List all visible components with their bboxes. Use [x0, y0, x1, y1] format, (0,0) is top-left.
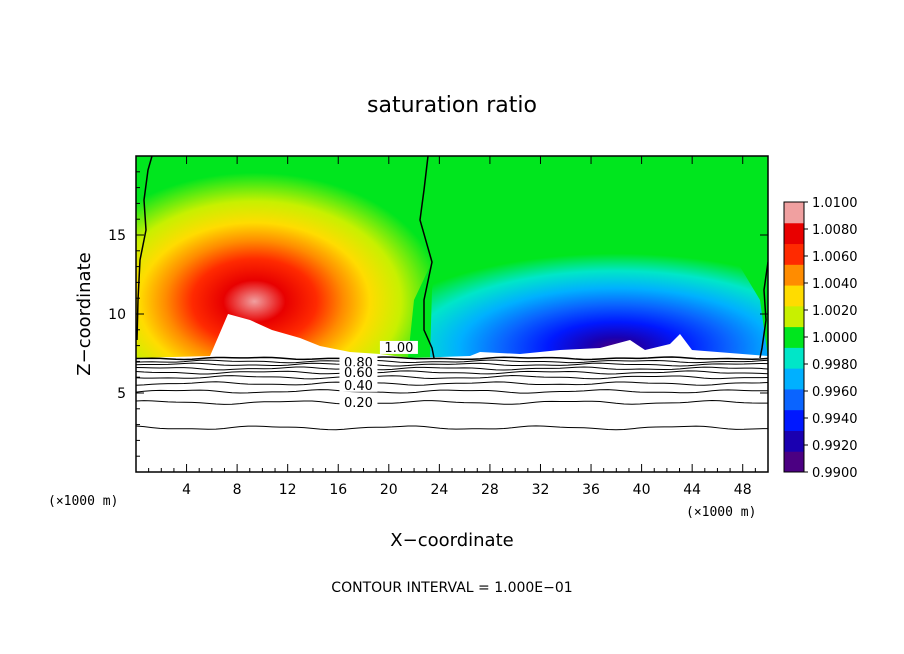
y-axis: 5 10 15 — [108, 171, 768, 457]
contour-label-bg — [339, 366, 378, 380]
contour-interval-note: CONTOUR INTERVAL = 1.000E−01 — [331, 580, 572, 596]
x-unit-label-left: (×1000 m) — [48, 494, 118, 509]
contour-line — [136, 400, 768, 405]
x-tick-label: 36 — [582, 482, 600, 498]
contour-line — [136, 389, 768, 394]
x-tick-label: 44 — [683, 482, 701, 498]
colorbar-band — [784, 222, 804, 245]
colorbar-tick-label: 1.0080 — [812, 223, 858, 238]
x-axis: 4 8 12 16 20 24 28 32 36 40 44 48 — [148, 156, 756, 498]
colorbar-band — [784, 368, 804, 390]
colorbar-band — [784, 347, 804, 369]
colorbar-band — [784, 305, 804, 328]
colorbar-band — [784, 243, 804, 265]
colorbar-tick-label: 1.0000 — [812, 331, 858, 346]
contour-label: 0.20 — [344, 396, 373, 411]
x-tick-label: 24 — [430, 482, 448, 498]
colorbar-tick-label: 0.9960 — [812, 385, 858, 400]
x-tick-label: 4 — [182, 482, 191, 498]
cool-region — [430, 230, 768, 358]
contour-line — [136, 375, 768, 380]
colorbar-band — [784, 264, 804, 286]
x-tick-label: 16 — [329, 482, 347, 498]
warm-region — [136, 156, 432, 358]
colorbar-band — [784, 388, 804, 411]
x-tick-label: 48 — [734, 482, 752, 498]
x-tick-label: 20 — [380, 482, 398, 498]
contour-label: 0.40 — [344, 379, 373, 394]
x-unit-label-right: (×1000 m) — [686, 505, 756, 520]
colorbar-tick-label: 1.0100 — [812, 196, 858, 211]
contour-label: 1.00 — [384, 341, 413, 356]
colorbar-tick-label: 1.0020 — [812, 304, 858, 319]
contour-labels: 1.000.800.600.400.20 — [339, 340, 418, 411]
y-tick-label: 15 — [108, 228, 126, 244]
contour-line — [136, 381, 768, 386]
colorbar-band — [784, 202, 804, 224]
x-tick-label: 40 — [633, 482, 651, 498]
colorbar-tick-label: 0.9900 — [812, 466, 858, 481]
colorbar-band — [784, 409, 804, 431]
field-layer — [136, 156, 768, 472]
undefined-region — [136, 314, 768, 472]
contour-line — [136, 359, 768, 364]
colorbar-tick-label: 0.9980 — [812, 358, 858, 373]
colorbar-tick-label: 1.0060 — [812, 250, 858, 265]
contour-label-bg — [339, 355, 378, 369]
colorbar: 0.9900 0.9920 0.9940 0.9960 0.9980 1.0000 1.00… — [783, 196, 858, 481]
contour-line — [136, 425, 768, 431]
contour-1.00-left — [136, 156, 153, 341]
contour-line — [136, 366, 768, 371]
y-axis-label: Z−coordinate — [74, 252, 95, 375]
contour-label-bg — [379, 340, 418, 354]
colorbar-tick-label: 0.9920 — [812, 439, 858, 454]
contour-label-bg — [339, 378, 378, 392]
x-tick-label: 12 — [279, 482, 297, 498]
contour-label: 0.60 — [344, 366, 373, 381]
x-axis-label: X−coordinate — [390, 530, 513, 551]
colorbar-band — [784, 326, 804, 348]
x-tick-label: 32 — [532, 482, 550, 498]
colorbar-band — [784, 430, 804, 452]
contour-label-bg — [339, 396, 378, 410]
contour-lines — [136, 356, 768, 431]
colorbar-tick-label: 1.0040 — [812, 277, 858, 292]
colorbar-band — [784, 285, 804, 307]
contour-line — [136, 362, 768, 367]
y-tick-label: 5 — [117, 386, 126, 402]
contour-line — [136, 370, 768, 375]
contour-1.00-right — [759, 261, 768, 359]
x-tick-label: 8 — [233, 482, 242, 498]
chart-title: saturation ratio — [367, 93, 537, 118]
y-tick-label: 10 — [108, 307, 126, 323]
contour-1.00-mid — [419, 156, 435, 359]
colorbar-tick-label: 0.9940 — [812, 412, 858, 427]
colorbar-band — [784, 451, 804, 473]
x-tick-label: 28 — [481, 482, 499, 498]
contour-line — [136, 356, 768, 361]
